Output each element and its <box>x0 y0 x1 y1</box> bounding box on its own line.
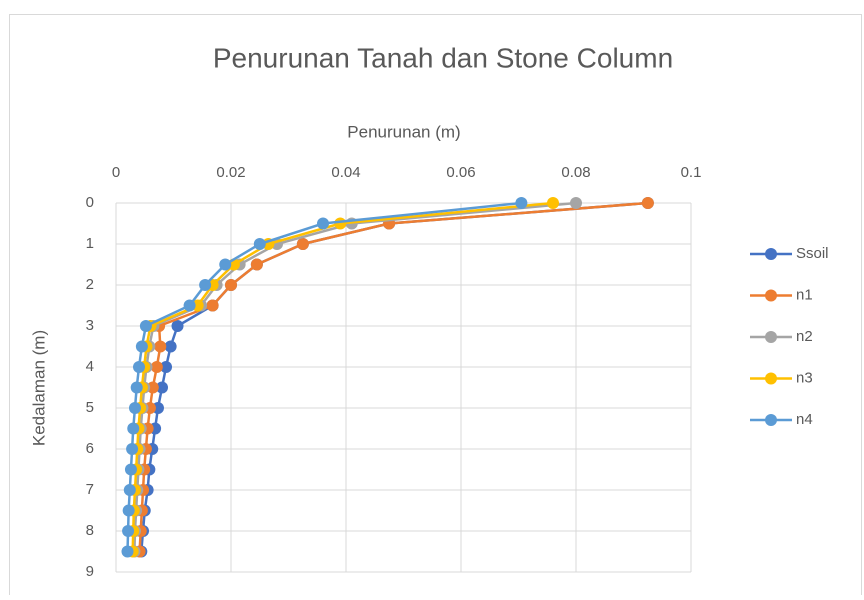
y-tick-label: 3 <box>86 317 94 334</box>
y-tick-label: 4 <box>86 358 94 375</box>
data-point <box>570 197 582 209</box>
data-point <box>126 443 139 455</box>
legend-marker <box>765 372 777 385</box>
data-point <box>150 361 163 373</box>
y-tick-label: 2 <box>86 276 94 293</box>
data-point <box>122 504 135 517</box>
x-tick-label: 0 <box>112 164 120 181</box>
data-point <box>123 484 136 496</box>
x-tick-label: 0.1 <box>681 164 702 181</box>
data-point <box>122 525 135 537</box>
y-tick-label: 7 <box>86 481 94 498</box>
data-point <box>206 299 219 312</box>
data-point <box>296 238 309 250</box>
x-tick-label: 0.08 <box>561 164 590 181</box>
data-point <box>253 238 266 250</box>
legend-label: n4 <box>796 411 813 428</box>
legend-label: n3 <box>796 369 813 386</box>
data-point <box>199 279 212 291</box>
data-point <box>641 197 654 209</box>
y-tick-label: 6 <box>86 440 94 457</box>
data-point <box>121 545 134 558</box>
data-point <box>139 320 152 332</box>
data-point <box>183 299 196 312</box>
legend-marker <box>765 289 777 302</box>
data-point <box>128 402 141 414</box>
data-point <box>156 381 168 394</box>
x-tick-label: 0.04 <box>331 164 360 181</box>
legend-marker <box>765 414 777 426</box>
data-point <box>250 258 263 271</box>
x-axis-title: Penurunan (m) <box>347 122 460 141</box>
data-point <box>154 340 167 353</box>
data-point <box>334 217 347 230</box>
legend-label: n2 <box>796 328 813 345</box>
data-point <box>225 279 237 291</box>
legend-marker <box>765 248 777 260</box>
legend-label: Ssoil <box>796 245 829 262</box>
data-point <box>547 197 559 209</box>
y-tick-label: 0 <box>86 194 94 211</box>
x-tick-label: 0.06 <box>446 164 475 181</box>
data-point <box>146 381 159 394</box>
legend-label: n1 <box>796 286 813 303</box>
data-point <box>515 197 528 209</box>
chart-border <box>9 14 862 600</box>
x-tick-label: 0.02 <box>216 164 245 181</box>
y-tick-label: 9 <box>86 563 94 580</box>
y-tick-label: 1 <box>86 235 94 252</box>
chart-title: Penurunan Tanah dan Stone Column <box>213 42 673 73</box>
data-point <box>160 361 173 373</box>
data-point <box>219 258 232 271</box>
y-tick-label: 5 <box>86 399 94 416</box>
data-point <box>135 340 148 353</box>
data-point <box>130 381 143 394</box>
y-axis-title: Kedalaman (m) <box>29 330 48 446</box>
data-point <box>133 361 145 373</box>
data-point <box>171 320 184 332</box>
y-tick-label: 8 <box>86 522 94 539</box>
data-point <box>164 340 177 353</box>
legend-marker <box>765 331 777 343</box>
data-point <box>127 422 140 435</box>
data-point <box>317 217 329 230</box>
data-point <box>124 463 137 476</box>
